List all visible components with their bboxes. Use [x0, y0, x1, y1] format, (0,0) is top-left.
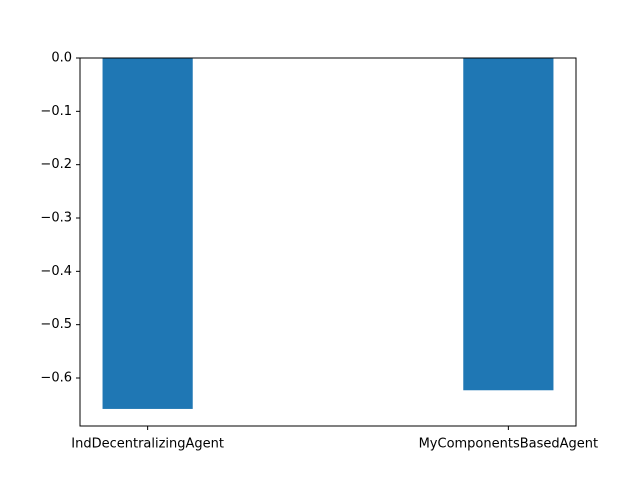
y-tick-label: −0.6 — [40, 371, 72, 386]
y-axis: 0.0 −0.1 −0.2 −0.3 −0.4 −0.5 −0.6 — [40, 51, 80, 386]
y-tick-label: −0.2 — [40, 157, 72, 172]
y-tick-label: −0.5 — [40, 317, 72, 332]
x-axis: IndDecentralizingAgent MyComponentsBasedA… — [71, 426, 598, 452]
y-tick-label: −0.3 — [40, 211, 72, 226]
plot-frame — [79, 57, 577, 427]
bar-MyComponentsBasedAgent — [463, 58, 554, 391]
y-tick-label: 0.0 — [51, 51, 72, 66]
y-tick-label: −0.4 — [40, 264, 72, 279]
x-tick-label: IndDecentralizingAgent — [71, 437, 224, 452]
y-tick-label: −0.1 — [40, 104, 72, 119]
bars-group — [102, 58, 554, 409]
x-tick-label: MyComponentsBasedAgent — [419, 437, 599, 452]
bar-IndDecentralizingAgent — [102, 58, 193, 409]
